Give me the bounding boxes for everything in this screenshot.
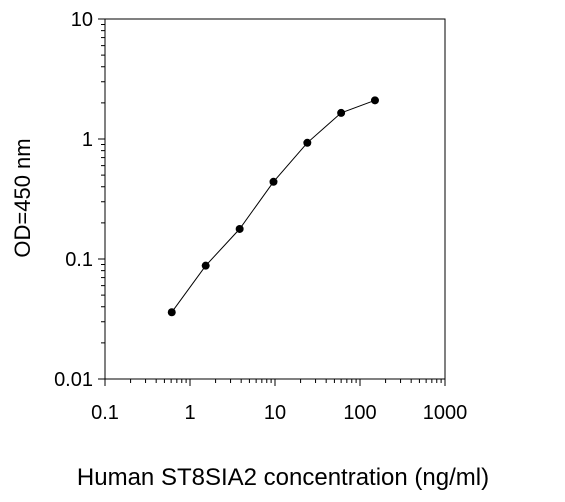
x-tick-label: 1 — [184, 402, 195, 424]
data-point — [303, 138, 312, 147]
data-point — [201, 261, 210, 270]
data-point — [235, 224, 244, 233]
x-tick-label: 1000 — [423, 402, 468, 424]
y-tick-label: 0.01 — [54, 369, 93, 391]
data-point — [269, 177, 278, 186]
x-tick-label: 0.1 — [91, 402, 119, 424]
x-tick-label: 100 — [343, 402, 376, 424]
x-tick-label: 10 — [264, 402, 286, 424]
y-axis-title: OD=450 nm — [10, 138, 35, 257]
y-axis: 0.01 0.1 1 10 — [54, 9, 105, 391]
data-point — [370, 96, 379, 105]
data-series — [167, 96, 379, 317]
x-axis-title: Human ST8SIA2 concentration (ng/ml) — [77, 464, 489, 491]
series-line — [171, 99, 376, 313]
y-tick-label: 10 — [71, 9, 93, 31]
plot-border — [104, 18, 446, 380]
data-point — [167, 308, 176, 317]
data-point — [337, 108, 346, 117]
x-axis: 0.1 1 10 100 1000 — [91, 379, 467, 424]
y-tick-label: 1 — [82, 129, 93, 151]
y-tick-label: 0.1 — [65, 249, 93, 271]
plot-area — [104, 18, 446, 380]
